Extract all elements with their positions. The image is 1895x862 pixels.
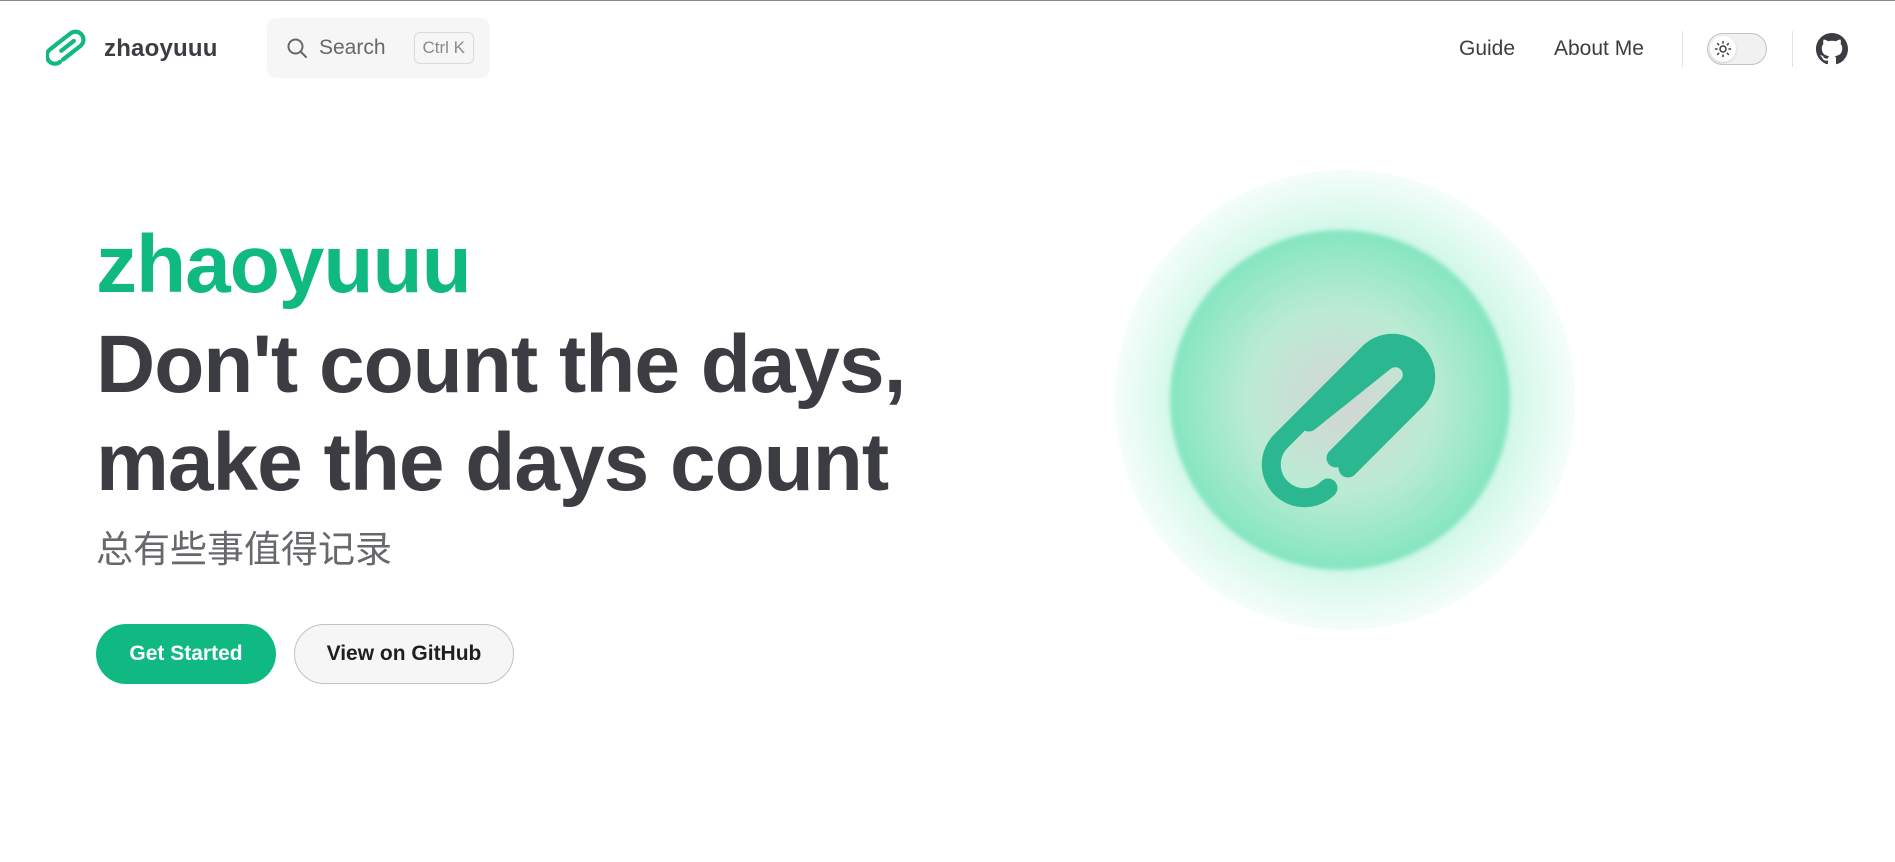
nav-divider — [1792, 31, 1793, 67]
search-button[interactable]: Search Ctrl K — [267, 18, 490, 78]
hero-text-line-1: Don't count the days, — [96, 319, 906, 410]
sun-icon — [1714, 40, 1732, 58]
view-on-github-button[interactable]: View on GitHub — [294, 624, 514, 684]
hero-text-line-2: make the days count — [96, 417, 889, 508]
site-brand-link[interactable]: zhaoyuuu — [46, 29, 218, 69]
get-started-button[interactable]: Get Started — [96, 624, 276, 684]
top-border — [0, 0, 1895, 1]
hero-tagline: 总有些事值得记录 — [96, 528, 392, 571]
site-title: zhaoyuuu — [104, 35, 218, 62]
nav-link-guide[interactable]: Guide — [1459, 37, 1516, 60]
hero-name: zhaoyuuu — [96, 219, 472, 310]
search-shortcut-hint: Ctrl K — [413, 32, 474, 64]
github-icon[interactable] — [1816, 33, 1848, 65]
paperclip-icon — [1261, 333, 1436, 508]
search-label: Search — [319, 36, 386, 59]
toggle-knob — [1710, 36, 1736, 62]
hero-text: Don't count the days, make the days coun… — [96, 316, 1076, 512]
paperclip-icon — [46, 29, 86, 66]
top-navbar: zhaoyuuu Search Ctrl K Guide About Me — [0, 1, 1895, 97]
nav-divider — [1682, 31, 1683, 67]
nav-link-about-me[interactable]: About Me — [1554, 37, 1644, 60]
appearance-toggle[interactable] — [1707, 33, 1767, 65]
search-icon — [287, 38, 307, 58]
